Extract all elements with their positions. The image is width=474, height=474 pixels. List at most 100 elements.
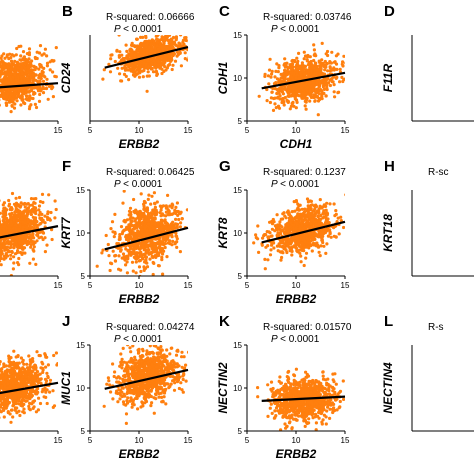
data-point bbox=[38, 210, 42, 214]
data-point bbox=[10, 249, 14, 254]
data-point bbox=[43, 47, 48, 51]
x-axis-title: CDH1 bbox=[280, 137, 313, 151]
data-point bbox=[314, 61, 318, 65]
data-point bbox=[23, 205, 27, 209]
data-point bbox=[200, 48, 203, 51]
data-point bbox=[336, 216, 340, 220]
data-point bbox=[339, 215, 343, 219]
data-point bbox=[19, 96, 23, 100]
data-point bbox=[142, 199, 146, 204]
data-point bbox=[127, 223, 131, 227]
data-point bbox=[320, 58, 324, 62]
data-point bbox=[270, 243, 274, 247]
data-point bbox=[20, 245, 24, 249]
data-point bbox=[38, 92, 42, 97]
data-point bbox=[25, 243, 29, 247]
data-point bbox=[328, 65, 332, 69]
data-point bbox=[30, 203, 34, 207]
data-point bbox=[134, 217, 138, 221]
data-point bbox=[187, 41, 188, 43]
data-point bbox=[31, 242, 36, 246]
data-point bbox=[34, 197, 38, 201]
data-point bbox=[28, 94, 32, 98]
data-point bbox=[266, 235, 270, 239]
data-point bbox=[145, 250, 149, 254]
panel-letter: F bbox=[62, 158, 71, 175]
data-point bbox=[26, 235, 30, 239]
x-tick-label: 10 bbox=[135, 281, 144, 290]
data-point bbox=[147, 193, 151, 197]
data-point bbox=[305, 58, 309, 62]
data-point bbox=[296, 59, 300, 63]
data-point bbox=[27, 98, 31, 102]
data-point bbox=[168, 204, 172, 208]
data-point bbox=[23, 67, 27, 71]
data-point bbox=[318, 69, 323, 73]
data-point bbox=[275, 213, 279, 217]
data-point bbox=[265, 230, 269, 234]
data-point bbox=[295, 90, 299, 94]
data-point bbox=[332, 83, 336, 87]
data-point bbox=[145, 51, 149, 55]
data-point bbox=[3, 242, 7, 246]
data-point bbox=[0, 218, 1, 221]
data-point bbox=[25, 94, 29, 98]
data-point bbox=[111, 230, 115, 234]
data-point bbox=[109, 57, 113, 61]
data-point bbox=[296, 63, 300, 68]
data-point bbox=[333, 95, 337, 99]
x-tick-label: 5 bbox=[245, 126, 250, 135]
data-point bbox=[11, 94, 15, 98]
data-point bbox=[28, 225, 32, 229]
data-point bbox=[299, 75, 303, 79]
data-point bbox=[141, 47, 145, 51]
data-point bbox=[144, 255, 149, 259]
data-point bbox=[37, 99, 42, 103]
data-point bbox=[164, 210, 168, 214]
data-point bbox=[144, 35, 148, 38]
data-point bbox=[6, 65, 11, 69]
data-point bbox=[108, 70, 113, 74]
regression-line bbox=[0, 225, 59, 239]
data-point bbox=[317, 85, 321, 89]
data-point bbox=[334, 209, 338, 213]
data-point bbox=[35, 220, 39, 224]
p-value-label: P < 0.0001 bbox=[114, 179, 163, 190]
data-point bbox=[13, 213, 17, 217]
data-point bbox=[2, 216, 6, 220]
data-point bbox=[288, 213, 292, 217]
data-point bbox=[0, 221, 1, 224]
data-point bbox=[273, 229, 277, 233]
data-point bbox=[50, 237, 54, 242]
data-point bbox=[301, 83, 306, 88]
data-point bbox=[279, 258, 283, 262]
data-point bbox=[16, 245, 20, 250]
data-point bbox=[139, 53, 143, 57]
data-point bbox=[20, 217, 24, 221]
data-point bbox=[294, 106, 298, 110]
data-point bbox=[24, 60, 28, 64]
data-point bbox=[318, 254, 322, 258]
data-point bbox=[31, 240, 36, 244]
data-point bbox=[270, 72, 274, 76]
data-point bbox=[312, 58, 316, 63]
data-point bbox=[315, 95, 320, 99]
data-point bbox=[34, 262, 38, 266]
data-point bbox=[252, 241, 256, 245]
data-point bbox=[4, 213, 8, 217]
data-point bbox=[150, 239, 154, 243]
data-point bbox=[163, 30, 166, 33]
data-point bbox=[271, 108, 276, 112]
data-point bbox=[337, 232, 341, 236]
data-point bbox=[139, 225, 143, 229]
data-point bbox=[312, 72, 316, 77]
data-point bbox=[325, 201, 329, 205]
data-point bbox=[132, 250, 136, 254]
data-point bbox=[138, 44, 142, 48]
data-point bbox=[300, 218, 304, 222]
data-point bbox=[110, 53, 114, 57]
data-point bbox=[273, 75, 277, 79]
data-point bbox=[113, 59, 117, 64]
data-point bbox=[9, 245, 13, 249]
data-point bbox=[0, 54, 4, 58]
